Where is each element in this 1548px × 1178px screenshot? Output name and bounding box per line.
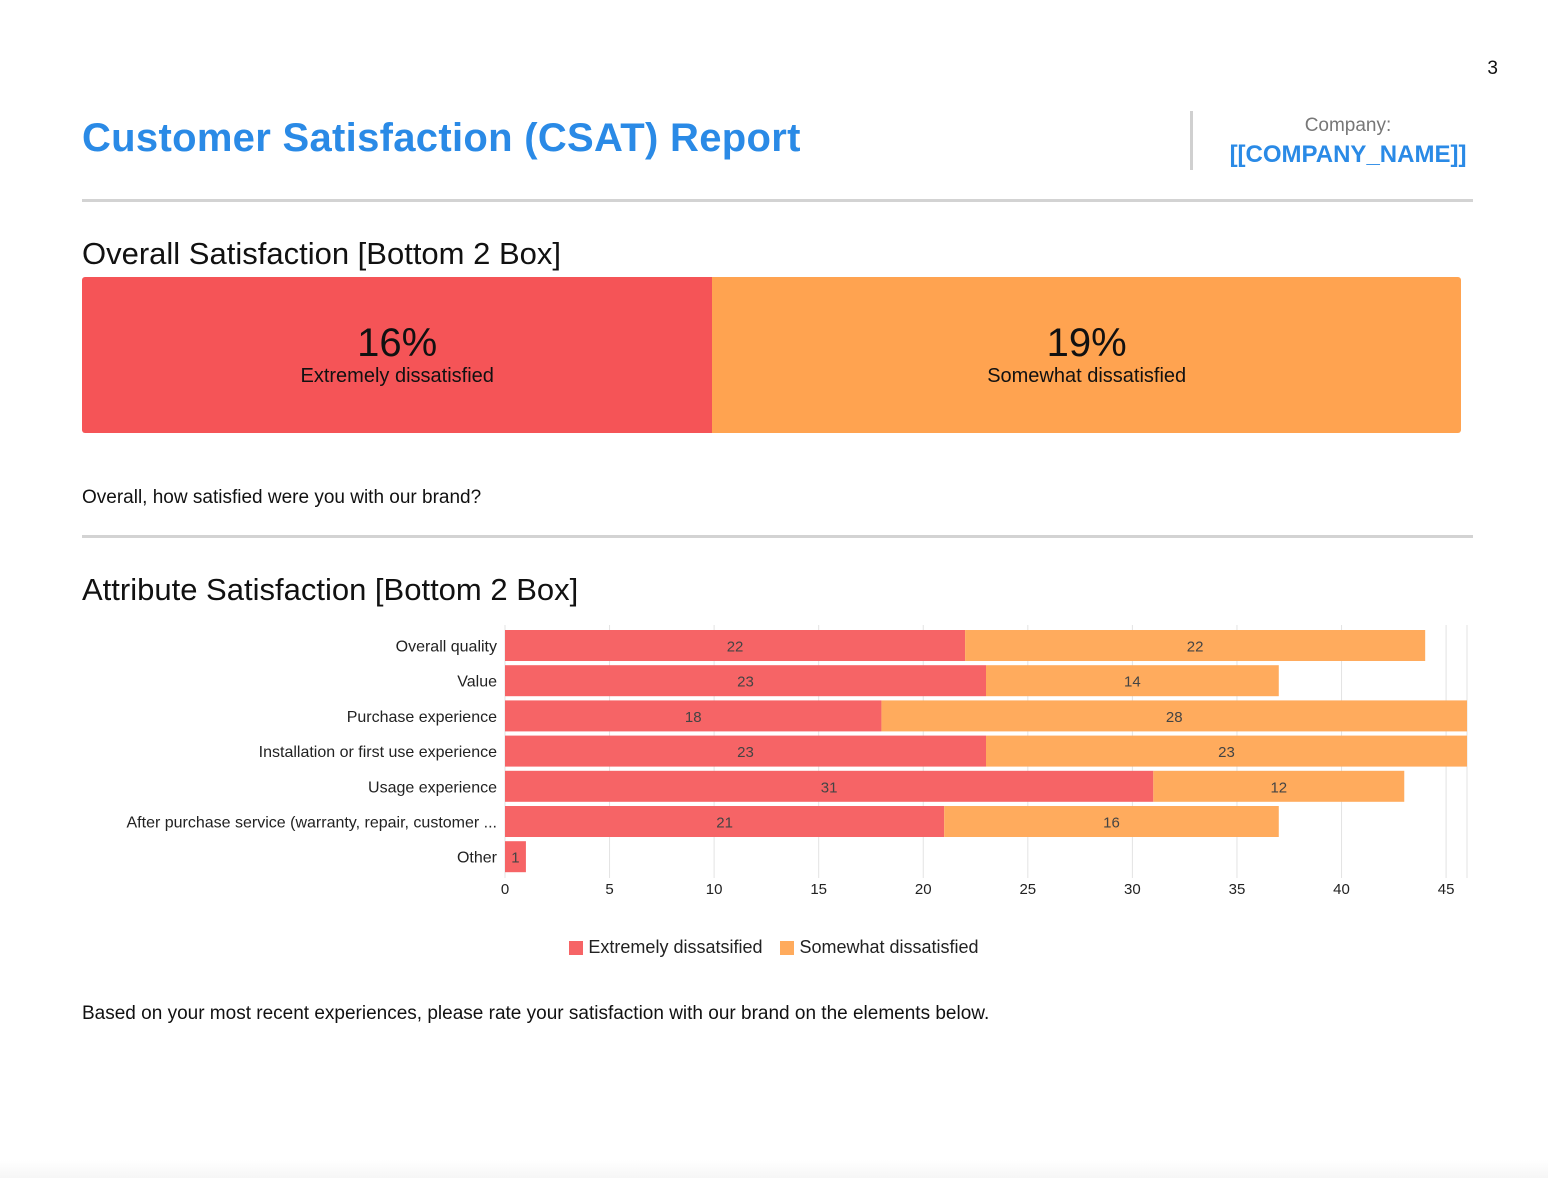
bar-segment bbox=[505, 665, 986, 697]
page-number: 3 bbox=[1487, 58, 1498, 79]
bar-segment bbox=[944, 806, 1279, 837]
page-bottom-edge bbox=[0, 1160, 1548, 1178]
category-label: Usage experience bbox=[368, 779, 497, 796]
bar-segment bbox=[505, 841, 526, 873]
x-tick-label: 5 bbox=[605, 881, 613, 898]
x-tick-label: 30 bbox=[1124, 881, 1141, 898]
legend-item-extremely: Extremely dissatsified bbox=[569, 937, 762, 958]
bar-segment bbox=[505, 700, 882, 732]
bar-segment bbox=[505, 806, 945, 837]
company-name: [[COMPANY_NAME]] bbox=[1229, 141, 1467, 168]
data-label: 23 bbox=[1218, 744, 1235, 761]
x-tick-label: 35 bbox=[1229, 881, 1246, 898]
data-label: 14 bbox=[1124, 674, 1141, 691]
data-label: 23 bbox=[737, 674, 754, 691]
data-label: 22 bbox=[1187, 639, 1204, 656]
legend-swatch-extremely bbox=[569, 940, 584, 955]
data-label: 22 bbox=[727, 639, 744, 656]
legend-swatch-somewhat bbox=[780, 940, 795, 955]
data-label: 31 bbox=[821, 779, 838, 796]
x-tick-label: 0 bbox=[501, 881, 509, 898]
category-label: Installation or first use experience bbox=[259, 744, 497, 761]
overall-extremely-percent: 16% bbox=[357, 320, 438, 365]
data-label: 23 bbox=[737, 744, 754, 761]
bar-segment bbox=[505, 770, 1154, 802]
data-label: 18 bbox=[685, 709, 702, 726]
bar-segment bbox=[1153, 770, 1405, 802]
company-box: Company: [[COMPANY_NAME]] bbox=[1190, 111, 1483, 170]
category-label: Overall quality bbox=[396, 639, 497, 656]
category-label: Value bbox=[457, 674, 497, 691]
category-label: Purchase experience bbox=[347, 709, 497, 726]
attribute-question: Based on your most recent experiences, p… bbox=[82, 1003, 990, 1024]
x-tick-label: 20 bbox=[915, 881, 932, 898]
category-label: Other bbox=[457, 850, 498, 867]
data-label: 21 bbox=[716, 815, 733, 832]
attribute-section-title: Attribute Satisfaction [Bottom 2 Box] bbox=[82, 572, 579, 607]
bar-segment bbox=[881, 700, 1467, 732]
overall-section-title: Overall Satisfaction [Bottom 2 Box] bbox=[82, 236, 561, 271]
bar-segment bbox=[505, 735, 986, 767]
legend-label-somewhat: Somewhat dissatisfied bbox=[799, 937, 979, 957]
bar-segment bbox=[986, 735, 1467, 767]
data-label: 28 bbox=[1166, 709, 1183, 726]
overall-somewhat-label: Somewhat dissatisfied bbox=[987, 364, 1187, 387]
overall-satisfaction-bar: 16% Extremely dissatisfied 19% Somewhat … bbox=[82, 277, 1461, 433]
x-tick-label: 10 bbox=[706, 881, 723, 898]
company-label: Company: bbox=[1304, 115, 1392, 136]
overall-somewhat-percent: 19% bbox=[1046, 320, 1127, 365]
overall-segment-somewhat: 19% Somewhat dissatisfied bbox=[712, 277, 1461, 433]
legend-item-somewhat: Somewhat dissatisfied bbox=[780, 937, 979, 958]
bar-segment bbox=[986, 665, 1279, 697]
overall-extremely-label: Extremely dissatisfied bbox=[300, 364, 494, 387]
category-label: After purchase service (warranty, repair… bbox=[127, 815, 498, 832]
data-label: 16 bbox=[1103, 815, 1120, 832]
overall-segment-extremely: 16% Extremely dissatisfied bbox=[82, 277, 713, 433]
x-tick-label: 15 bbox=[810, 881, 827, 898]
section-divider bbox=[82, 535, 1473, 538]
report-title: Customer Satisfaction (CSAT) Report bbox=[82, 116, 801, 160]
x-tick-label: 45 bbox=[1438, 881, 1455, 898]
data-label: 12 bbox=[1270, 779, 1287, 796]
x-tick-label: 25 bbox=[1019, 881, 1036, 898]
x-tick-label: 40 bbox=[1333, 881, 1350, 898]
overall-question: Overall, how satisfied were you with our… bbox=[82, 487, 482, 508]
header-divider bbox=[82, 199, 1473, 202]
bar-segment bbox=[505, 630, 966, 661]
data-label: 1 bbox=[511, 850, 519, 867]
chart-legend: Extremely dissatsified Somewhat dissatis… bbox=[0, 937, 1548, 958]
bar-segment bbox=[965, 630, 1426, 661]
attribute-bar-chart: Overall quality 22 22 Value 23 14 Purchase exp… bbox=[127, 625, 1468, 898]
legend-label-extremely: Extremely dissatsified bbox=[588, 937, 763, 957]
